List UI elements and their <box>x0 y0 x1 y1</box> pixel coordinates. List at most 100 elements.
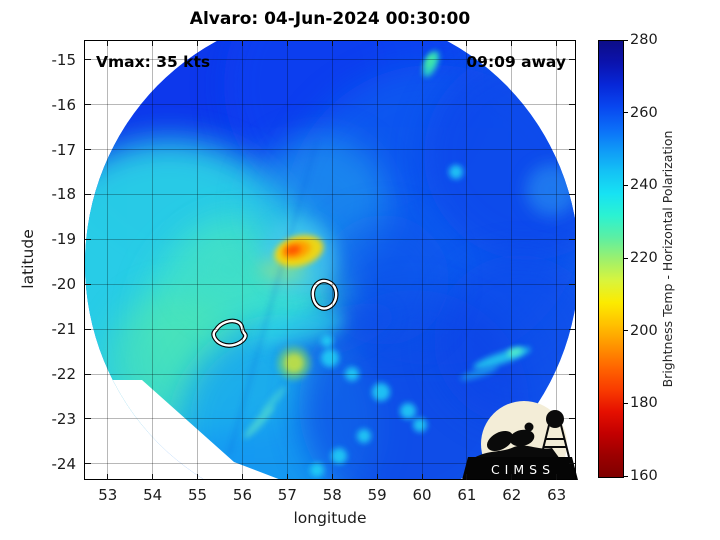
tick-mark-top <box>197 40 199 46</box>
tick-mark-bottom <box>511 474 513 480</box>
y-tick-label: -20 <box>51 275 77 294</box>
plot-border <box>84 40 576 480</box>
colorbar-tick-label: 180 <box>630 395 658 412</box>
tick-mark-left <box>85 149 91 151</box>
x-tick-label: 54 <box>143 486 163 504</box>
x-axis-label: longitude <box>293 509 367 527</box>
gridline-vertical <box>421 40 423 480</box>
gridline-horizontal <box>84 373 576 375</box>
x-tick-label: 56 <box>232 486 252 504</box>
tick-mark-right <box>569 238 575 240</box>
gridline-vertical <box>556 40 558 480</box>
tick-mark-left <box>85 59 91 61</box>
x-tick-label: 57 <box>277 486 297 504</box>
x-tick-label: 53 <box>98 486 118 504</box>
colorbar-tick-mark <box>624 257 628 259</box>
colorbar-tick-mark <box>624 112 628 114</box>
tick-mark-left <box>85 373 91 375</box>
gridline-vertical <box>197 40 199 480</box>
gridline-vertical <box>152 40 154 480</box>
gridline-horizontal <box>84 149 576 151</box>
eta-annotation: 09:09 away <box>466 53 566 71</box>
island-contour-reunion <box>212 319 247 347</box>
y-tick-label: -24 <box>51 454 77 473</box>
tick-mark-left <box>85 418 91 420</box>
tick-mark-bottom <box>331 474 333 480</box>
colorbar-tick-label: 200 <box>630 322 658 339</box>
tick-mark-right <box>569 328 575 330</box>
tick-mark-top <box>152 40 154 46</box>
plot-title: Alvaro: 04-Jun-2024 00:30:00 <box>189 9 471 29</box>
x-tick-label: 61 <box>457 486 477 504</box>
tick-mark-bottom <box>197 474 199 480</box>
tick-mark-bottom <box>376 474 378 480</box>
colorbar-tick-label: 280 <box>630 32 658 48</box>
y-tick-label: -17 <box>51 140 77 159</box>
colorbar <box>598 40 624 478</box>
logo-text: CIMSS <box>491 462 555 477</box>
gridline-horizontal <box>84 59 576 61</box>
y-tick-label: -15 <box>51 50 77 69</box>
tick-mark-right <box>569 59 575 61</box>
tick-mark-top <box>376 40 378 46</box>
x-tick-label: 59 <box>367 486 387 504</box>
tick-mark-left <box>85 238 91 240</box>
tick-mark-top <box>241 40 243 46</box>
colorbar-tick-mark <box>624 475 628 477</box>
satellite-dish-icons <box>472 422 560 459</box>
colorbar-tick-mark <box>624 402 628 404</box>
gridline-vertical <box>241 40 243 480</box>
gridline-vertical <box>376 40 378 480</box>
x-tick-label: 62 <box>502 486 522 504</box>
island-contours <box>211 278 339 348</box>
tick-mark-bottom <box>241 474 243 480</box>
island-contour-mauritius <box>311 279 338 310</box>
tick-mark-top <box>331 40 333 46</box>
tick-mark-right <box>569 149 575 151</box>
x-tick-label: 55 <box>188 486 208 504</box>
colorbar-tick-label: 240 <box>630 177 658 194</box>
tick-mark-right <box>569 104 575 106</box>
gridline-vertical <box>107 40 109 480</box>
colorbar-tick-mark <box>624 184 628 186</box>
gridline-vertical <box>331 40 333 480</box>
gridline-horizontal <box>84 193 576 195</box>
y-tick-label: -21 <box>51 320 77 339</box>
tick-mark-top <box>556 40 558 46</box>
tick-mark-top <box>466 40 468 46</box>
tick-mark-left <box>85 283 91 285</box>
gridline-horizontal <box>84 283 576 285</box>
x-tick-label: 63 <box>547 486 567 504</box>
cimss-logo: CIMSS <box>462 401 578 480</box>
colorbar-tick-label: 160 <box>630 468 658 484</box>
gridline-horizontal <box>84 328 576 330</box>
tick-mark-left <box>85 463 91 465</box>
tick-mark-top <box>511 40 513 46</box>
gridline-vertical <box>286 40 288 480</box>
tick-mark-right <box>569 373 575 375</box>
tick-mark-top <box>421 40 423 46</box>
colorbar-tick-label: 220 <box>630 250 658 266</box>
tick-mark-left <box>85 328 91 330</box>
tick-mark-bottom <box>421 474 423 480</box>
tick-mark-top <box>107 40 109 46</box>
gridline-horizontal <box>84 463 576 465</box>
tick-mark-bottom <box>107 474 109 480</box>
gridline-horizontal <box>84 418 576 420</box>
gridline-horizontal <box>84 104 576 106</box>
y-tick-label: -19 <box>51 230 77 249</box>
logo-banner <box>462 457 578 480</box>
tick-mark-right <box>569 463 575 465</box>
x-tick-label: 60 <box>412 486 432 504</box>
y-tick-label: -22 <box>51 365 77 384</box>
tick-mark-bottom <box>556 474 558 480</box>
gridline-vertical <box>466 40 468 480</box>
y-tick-label: -16 <box>51 95 77 114</box>
tick-mark-right <box>569 418 575 420</box>
y-tick-label: -23 <box>51 409 77 428</box>
x-tick-label: 58 <box>322 486 342 504</box>
y-tick-label: -18 <box>51 185 77 204</box>
tick-mark-right <box>569 283 575 285</box>
